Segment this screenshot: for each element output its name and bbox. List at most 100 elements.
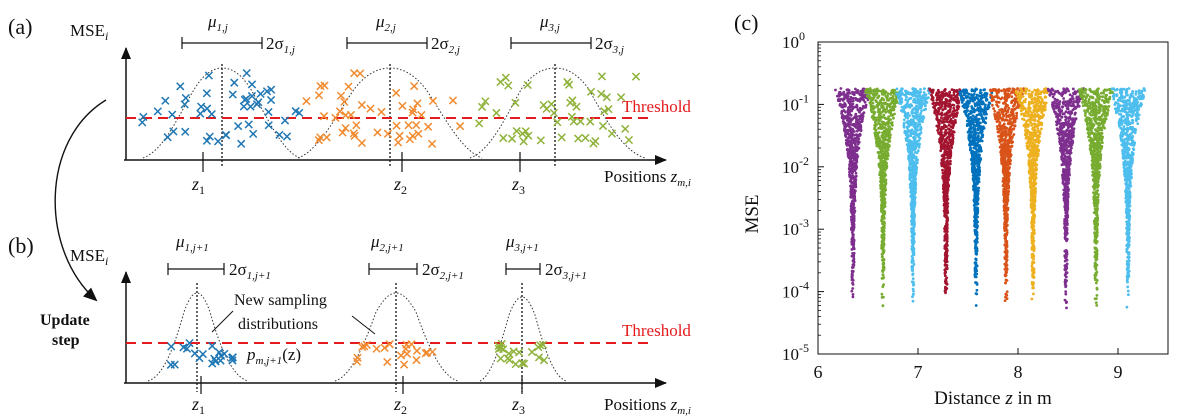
scatter-point: [967, 101, 971, 105]
scatter-point: [873, 89, 876, 93]
scatter-point: [881, 196, 884, 200]
scatter-point: [882, 204, 886, 208]
sample-cross: [242, 94, 251, 104]
scatter-point: [1031, 275, 1035, 279]
scatter-point: [941, 176, 945, 180]
scatter-point: [930, 91, 934, 94]
scatter-point: [854, 97, 858, 100]
scatter-point: [975, 252, 979, 255]
panel-a: (a) MSEi μ1,j μ2,j μ3,j 2σ1,j 2σ2,j 2σ3,…: [8, 12, 691, 197]
scatter-point: [849, 159, 853, 163]
scatter-point: [948, 172, 951, 176]
scatter-point: [988, 102, 992, 105]
scatter-point: [1007, 180, 1010, 184]
scatter-point: [1031, 286, 1035, 290]
scatter-point: [1005, 223, 1009, 227]
sample-cross: [536, 136, 545, 145]
scatter-point: [852, 182, 856, 186]
sample-cross: [242, 68, 251, 78]
scatter-point: [883, 222, 886, 226]
sample-cross: [356, 69, 365, 78]
scatter-point: [880, 134, 884, 138]
scatter-point: [1004, 274, 1007, 278]
scatter-point: [940, 116, 943, 120]
scatter-point: [936, 129, 939, 132]
scatter-point: [880, 203, 883, 207]
scatter-point: [946, 202, 950, 205]
sample-cross: [499, 133, 508, 143]
scatter-point: [873, 127, 877, 130]
scatter-point: [1001, 180, 1005, 183]
scatter-point: [945, 144, 948, 148]
scatter-point: [993, 113, 996, 116]
scatter-point: [950, 95, 953, 98]
sample-cross: [631, 72, 641, 81]
scatter-point: [879, 176, 882, 180]
scatter-point: [947, 114, 951, 117]
scatter-point: [897, 96, 901, 100]
scatter-point: [1009, 159, 1012, 163]
panel-b-sigma-bracket-3: [505, 263, 541, 275]
scatter-point: [974, 267, 978, 271]
y-tick-label: 10-3: [782, 216, 809, 239]
panel-a-sigma-bracket-3: [510, 37, 592, 49]
sample-cross: [518, 359, 527, 368]
scatter-point: [971, 99, 974, 103]
scatter-point: [851, 295, 855, 299]
scatter-point: [915, 104, 918, 108]
scatter-point: [883, 129, 886, 133]
scatter-point: [881, 285, 885, 289]
scatter-point: [974, 216, 978, 220]
scatter-point: [974, 174, 977, 178]
sample-cross: [581, 133, 590, 143]
scatter-point: [946, 183, 950, 187]
scatter-point: [874, 116, 878, 120]
sample-cross: [331, 113, 340, 122]
scatter-point: [852, 138, 856, 142]
scatter-point: [872, 118, 875, 121]
scatter-point: [973, 186, 977, 190]
scatter-point: [906, 101, 909, 104]
scatter-point: [998, 127, 1002, 130]
scatter-point: [855, 129, 859, 133]
scatter-point: [884, 117, 888, 120]
scatter-point: [851, 92, 854, 96]
scatter-point: [974, 242, 978, 246]
scatter-point: [909, 176, 912, 180]
sample-cross: [338, 128, 347, 137]
sample-cross: [170, 360, 179, 369]
scatter-point: [1004, 153, 1008, 157]
scatter-point: [1034, 109, 1037, 112]
scatter-point: [854, 171, 858, 175]
sample-cross: [320, 81, 329, 90]
scatter-point: [879, 126, 882, 130]
cluster-5: [958, 87, 994, 307]
sample-cross: [393, 138, 403, 147]
scatter-point: [1006, 207, 1009, 211]
scatter-point: [945, 114, 949, 118]
scatter-point: [939, 149, 943, 153]
sample-cross: [314, 91, 324, 100]
scatter-point: [886, 128, 890, 132]
sample-cross: [505, 355, 514, 365]
scatter-point: [854, 146, 857, 150]
scatter-point: [846, 131, 849, 134]
scatter-point: [932, 101, 936, 105]
scatter-point: [948, 90, 952, 94]
scatter-point: [880, 199, 883, 202]
scatter-point: [882, 101, 886, 105]
scatter-point: [912, 136, 916, 140]
scatter-point: [879, 183, 882, 187]
scatter-point: [1006, 118, 1009, 122]
scatter-point: [880, 277, 884, 280]
sample-cross: [523, 80, 532, 90]
scatter-point: [880, 252, 884, 256]
scatter-point: [920, 99, 924, 103]
sample-cross: [597, 89, 606, 98]
scatter-point: [957, 101, 960, 104]
sample-cross: [182, 344, 192, 353]
scatter-point: [1008, 93, 1011, 97]
scatter-point: [850, 195, 854, 199]
scatter-point: [873, 120, 877, 124]
